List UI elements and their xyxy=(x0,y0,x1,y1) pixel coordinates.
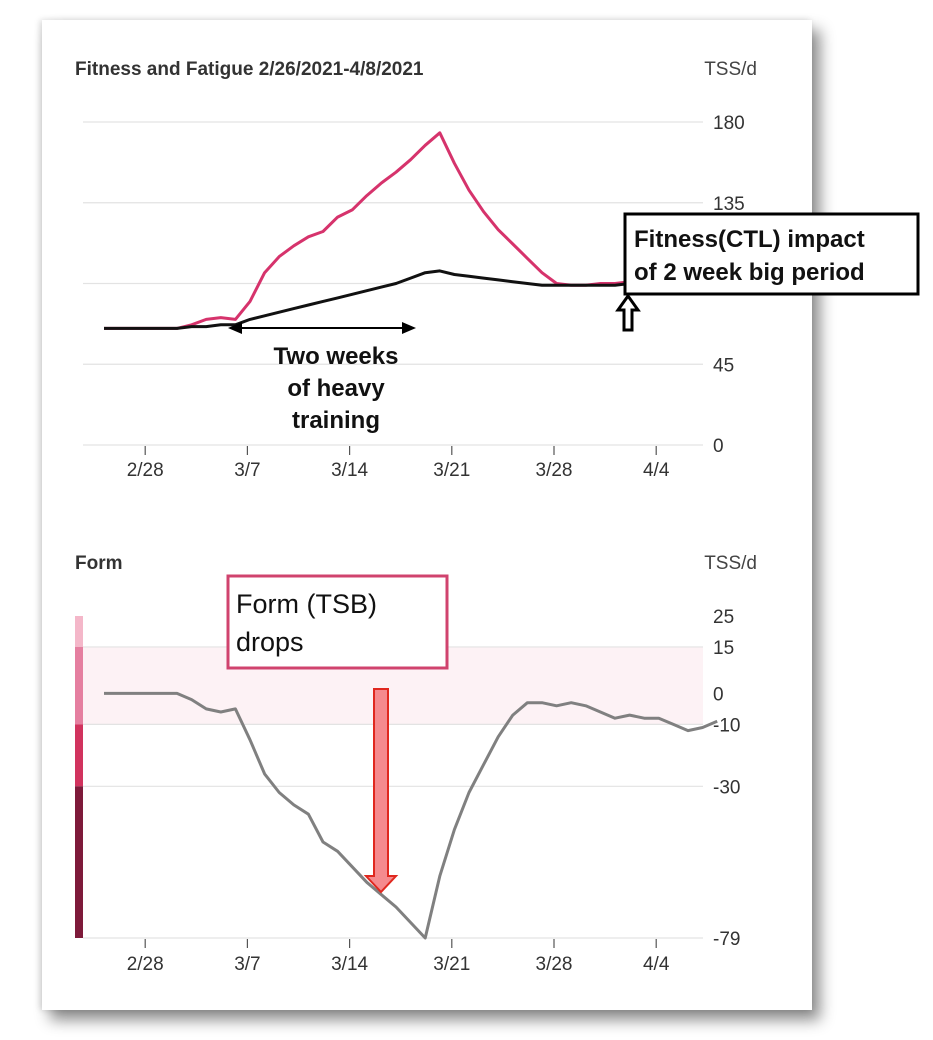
ctl-callout-line-2: of 2 week big period xyxy=(634,259,865,286)
ctl-callout-line-1: Fitness(CTL) impact xyxy=(634,226,865,253)
form-x-tick-label: 3/28 xyxy=(536,954,573,975)
fitness-lines xyxy=(104,131,718,330)
heavy-training-label-1: Two weeks xyxy=(274,343,399,370)
form-chart-title: Form xyxy=(75,553,123,574)
form-y-tick-label: -79 xyxy=(713,929,740,950)
form-x-tick-label: 2/28 xyxy=(127,954,164,975)
form-zone-segment xyxy=(75,786,83,938)
form-callout-box xyxy=(226,574,449,670)
fitness-ctl-line xyxy=(104,269,718,330)
form-y-ticks: 25 15 0 -10 -30 -79 xyxy=(713,607,740,950)
fitness-x-tick-label: 2/28 xyxy=(127,460,164,481)
form-lines xyxy=(104,691,718,940)
form-x-tick-label: 3/14 xyxy=(331,954,368,975)
chart-card xyxy=(42,20,812,1010)
fitness-y-tick-label: 180 xyxy=(713,113,745,134)
form-y-tick-label: -30 xyxy=(713,777,740,798)
form-drop-arrow xyxy=(363,688,399,894)
form-y-tick-label: 0 xyxy=(713,684,724,705)
form-x-tick-label: 3/21 xyxy=(433,954,470,975)
form-x-tick-label: 4/4 xyxy=(643,954,670,975)
heavy-training-label-3: training xyxy=(292,407,380,434)
fitness-x-tick-label: 3/7 xyxy=(234,460,260,481)
form-y-tick-label: -10 xyxy=(713,715,740,736)
fitness-y-ticks: 0 45 135 180 xyxy=(713,113,745,457)
fitness-y-tick-label: 45 xyxy=(713,355,734,376)
form-chart-unit: TSS/d xyxy=(704,553,757,574)
fitness-gridlines xyxy=(83,121,703,446)
fitness-x-ticks: 2/28 3/7 3/14 3/21 3/28 4/4 xyxy=(127,446,670,481)
form-zone-segment xyxy=(75,616,83,647)
fatigue-atl-line xyxy=(104,131,718,330)
form-callout-line-2: drops xyxy=(236,627,304,657)
form-y-tick-label: 15 xyxy=(713,638,734,659)
fitness-x-tick-label: 4/4 xyxy=(643,460,670,481)
form-x-tick-label: 3/7 xyxy=(234,954,260,975)
ctl-up-arrow xyxy=(615,293,641,332)
form-zone-segment xyxy=(75,646,83,725)
fitness-x-tick-label: 3/28 xyxy=(536,460,573,481)
form-tsb-line xyxy=(104,691,718,940)
fitness-y-tick-label: 135 xyxy=(713,194,745,215)
form-callout-line-1: Form (TSB) xyxy=(236,589,377,619)
fitness-chart-title: Fitness and Fatigue 2/26/2021-4/8/2021 xyxy=(75,59,424,80)
form-zone-segment xyxy=(75,724,83,787)
form-x-ticks: 2/28 3/7 3/14 3/21 3/28 4/4 xyxy=(127,939,670,975)
heavy-training-label-2: of heavy xyxy=(287,375,385,402)
fitness-x-tick-label: 3/21 xyxy=(433,460,470,481)
ctl-callout-box xyxy=(623,212,920,296)
fitness-x-tick-label: 3/14 xyxy=(331,460,368,481)
heavy-training-range-arrow xyxy=(228,322,416,334)
fitness-y-tick-label: 0 xyxy=(713,436,724,457)
form-y-tick-label: 25 xyxy=(713,607,734,628)
fitness-chart-unit: TSS/d xyxy=(704,59,757,80)
